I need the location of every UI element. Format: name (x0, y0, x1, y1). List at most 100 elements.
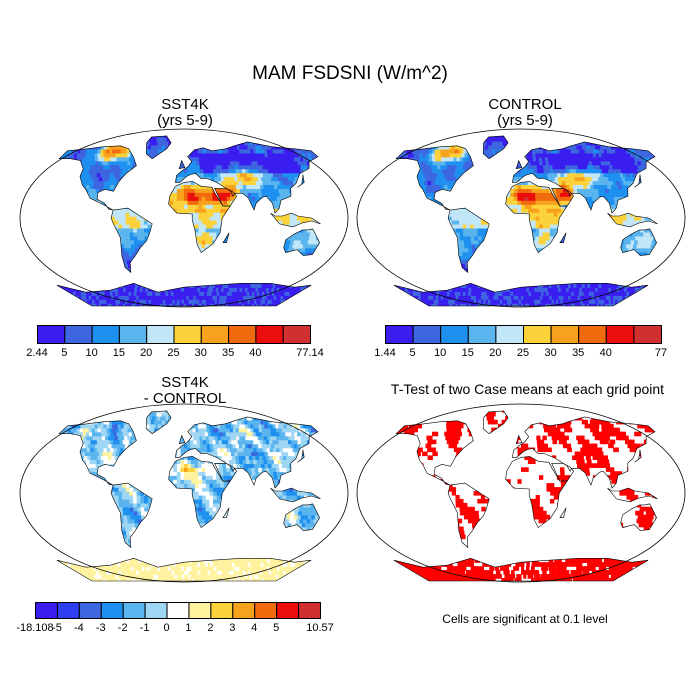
coastline-australia (620, 228, 657, 256)
coastline-madagascar (559, 232, 567, 243)
sst4k-colorbar-tick-label: 30 (194, 347, 207, 359)
diff-colorbar-tick-label: -18.108 (16, 622, 54, 634)
sst4k-map (19, 128, 349, 308)
control-colorbar-swatch-0 (385, 325, 414, 344)
coastline-greenland (145, 135, 172, 160)
coastline-antarctica (393, 557, 649, 582)
control-colorbar-swatch-7 (578, 325, 607, 344)
coastline-southAmerica (110, 482, 153, 549)
coastline-arabia (551, 188, 574, 207)
sst4k-colorbar: 2.44 5 10 15 20 25 30 35 40 77.14 (26, 325, 324, 359)
control-panel-title: CONTROL (yrs 5-9) (360, 97, 690, 129)
coastline-southAmerica (447, 207, 490, 274)
control-colorbar-swatch-5 (523, 325, 552, 344)
control-colorbar-swatch-9 (633, 325, 662, 344)
sst4k-colorbar-tick-label: 25 (167, 347, 180, 359)
diff-colorbar-swatch-3 (100, 602, 124, 619)
diff-colorbar-tick-label: 5 (273, 622, 280, 634)
coastline-australia (283, 228, 320, 256)
ttest-note: Cells are significant at 0.1 level (442, 612, 608, 626)
sst4k-colorbar-swatch-3 (118, 325, 148, 344)
diff-title-line2: - CONTROL (143, 390, 227, 407)
control-colorbar-tick-label: 35 (572, 347, 585, 359)
diff-colorbar-tick-label: 0 (163, 622, 170, 634)
diff-colorbar-tick-label: -3 (95, 622, 106, 634)
sst4k-panel-title: SST4K (yrs 5-9) (20, 97, 350, 129)
coastline-australia (620, 503, 657, 531)
coastline-uk (178, 434, 186, 444)
control-colorbar-tick-label: 10 (434, 347, 447, 359)
coastline-uk (515, 434, 523, 444)
sst4k-colorbar-tick-label: 35 (221, 347, 235, 359)
control-colorbar-swatch-8 (605, 325, 635, 344)
diff-colorbar-swatch-8 (210, 602, 234, 619)
diff-colorbar-tick-label: 1 (185, 622, 192, 634)
ttest-panel-title: T-Test of two Case means at each grid po… (390, 381, 665, 397)
map-border (356, 128, 686, 308)
coastline-indonesia (270, 212, 321, 228)
control-colorbar-tick-label: 40 (599, 347, 612, 359)
map-ocean-background (357, 404, 685, 582)
diff-colorbar-swatch-9 (232, 602, 256, 619)
diff-title-line1: SST4K (161, 374, 209, 391)
coastline-eurasia (512, 141, 656, 214)
sst4k-colorbar-tick-label: 20 (140, 347, 153, 359)
diff-map (19, 403, 349, 583)
control-colorbar-tick-label: 20 (489, 347, 502, 359)
control-map (356, 128, 686, 308)
control-colorbar-tick-label: 1.44 (374, 347, 396, 359)
sst4k-colorbar-swatch-7 (228, 325, 257, 344)
sst4k-title-line1: SST4K (161, 96, 209, 113)
sst4k-colorbar-swatch-6 (200, 325, 230, 344)
coastline-northAmerica (58, 420, 137, 486)
coastline-uk (178, 159, 186, 169)
control-title-line2: (yrs 5-9) (497, 112, 553, 129)
diff-colorbar-tick-label: 3 (229, 622, 236, 634)
coastline-africa (168, 456, 231, 529)
coastline-greenland (145, 410, 172, 435)
diff-colorbar-tick-label: 4 (251, 622, 258, 634)
sst4k-colorbar-swatch-2 (91, 325, 120, 344)
control-colorbar-tick-label: 15 (461, 347, 474, 359)
coastline-southAmerica (110, 207, 153, 274)
coastline-eurasia (175, 141, 319, 214)
coastline-northAmerica (395, 420, 474, 486)
sst4k-colorbar-swatch-1 (64, 325, 93, 344)
diff-colorbar-tick-label: -2 (117, 622, 128, 634)
control-colorbar-tick-label: 25 (516, 347, 530, 359)
coastline-africa (168, 181, 231, 254)
coastline-arabia (214, 463, 237, 482)
diff-colorbar-swatch-12 (298, 602, 321, 619)
map-border (356, 403, 686, 583)
coastline-eurasia (512, 416, 656, 489)
diff-colorbar-swatch-6 (166, 602, 190, 619)
diff-colorbar-tick-label: 2 (207, 622, 214, 634)
map-border (19, 403, 349, 583)
sst4k-colorbar-swatch-8 (255, 325, 284, 344)
coastline-australia (283, 503, 320, 531)
coastline-madagascar (222, 232, 230, 243)
sst4k-colorbar-swatch-9 (282, 325, 311, 344)
coastline-antarctica (393, 282, 649, 307)
sst4k-colorbar-swatch-4 (146, 325, 175, 344)
sst4k-colorbar-tick-label: 10 (85, 347, 98, 359)
coastline-indonesia (607, 212, 658, 228)
coastline-arabia (214, 188, 237, 207)
control-colorbar-tick-label: 30 (544, 347, 557, 359)
coastline-antarctica (56, 557, 312, 582)
diff-colorbar-tick-label: 10.57 (306, 622, 334, 634)
sst4k-colorbar-tick-label: 5 (61, 347, 68, 359)
coastline-antarctica (56, 282, 312, 307)
coastline-southAmerica (447, 482, 490, 549)
coastline-africa (505, 181, 568, 254)
diff-colorbar-swatch-1 (56, 602, 80, 619)
control-colorbar-swatch-3 (467, 325, 497, 344)
diff-colorbar-swatch-7 (188, 602, 212, 619)
sst4k-colorbar-tick-label: 77.14 (296, 347, 324, 359)
diff-colorbar-swatch-11 (276, 602, 300, 619)
diff-colorbar-tick-label: -1 (139, 622, 150, 634)
diff-panel-title: SST4K - CONTROL (20, 375, 350, 407)
coastline-japan (634, 449, 642, 463)
sst4k-colorbar-swatch-0 (37, 325, 66, 344)
diff-colorbar-swatch-2 (78, 602, 102, 619)
